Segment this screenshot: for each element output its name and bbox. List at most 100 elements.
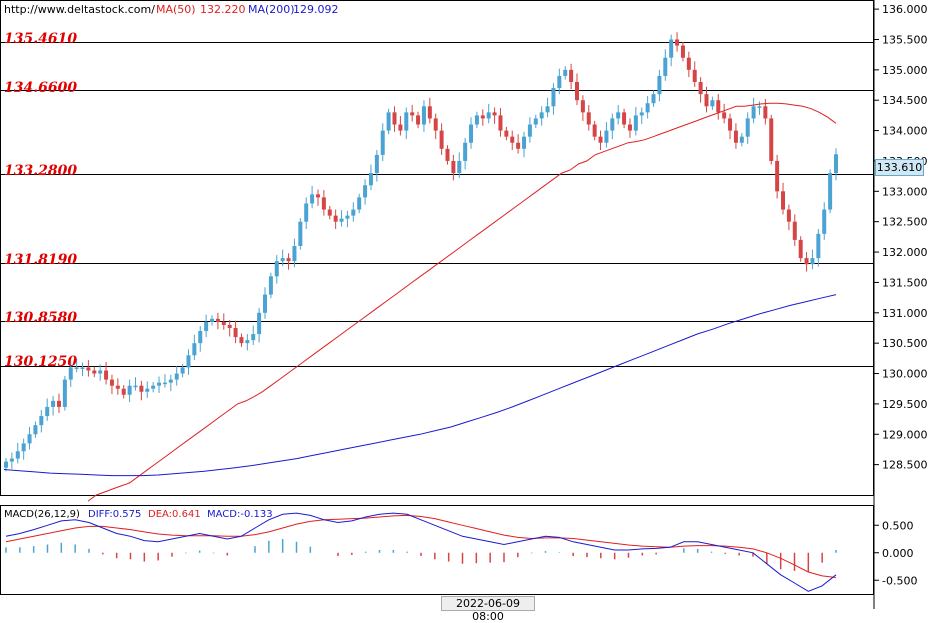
candle-body — [686, 57, 691, 70]
candle-body — [775, 160, 780, 192]
level-label: 133.2800 — [4, 163, 78, 179]
candle-body — [604, 130, 609, 143]
candle-body — [392, 112, 397, 125]
candle-body — [486, 112, 491, 119]
price-axis: 128.500 129.000 129.500 130.000 130.500 131.0… — [874, 3, 928, 472]
candle-body — [263, 294, 268, 313]
candle-body — [751, 106, 756, 119]
chart-frame — [0, 0, 875, 609]
site-url[interactable]: http://www.deltastock.com/ — [4, 3, 155, 16]
y-tick-label: 131.500 — [882, 276, 928, 289]
candle-body — [380, 130, 385, 155]
candle-body — [180, 367, 185, 374]
candle-body — [145, 388, 150, 392]
candle-body — [62, 379, 67, 407]
candle-body — [733, 130, 738, 143]
candle-body — [586, 112, 591, 125]
candle-body — [669, 39, 674, 58]
candle-body — [704, 94, 709, 107]
level-label: 130.1250 — [4, 354, 78, 370]
candle-body — [463, 142, 468, 161]
candle-body — [174, 373, 179, 380]
candle-body — [298, 221, 303, 246]
y-tick-label: 130.000 — [882, 368, 928, 381]
candle-body — [98, 370, 103, 374]
candle-body — [792, 221, 797, 240]
candle-body — [162, 382, 167, 385]
candle-body — [427, 106, 432, 119]
candle-body — [127, 385, 132, 395]
candle-body — [251, 334, 256, 341]
y-tick-label: 135.500 — [882, 33, 928, 46]
ma200-value: 129.092 — [293, 3, 339, 16]
macd-tick-label: -0.500 — [882, 574, 917, 587]
candle-body — [109, 379, 114, 386]
candle-body — [745, 118, 750, 137]
diff-line — [5, 512, 837, 592]
candle-body — [257, 312, 262, 335]
candle-body — [39, 416, 44, 426]
candle-body — [563, 69, 568, 76]
candle-body — [315, 194, 320, 198]
candle-body — [21, 443, 26, 452]
candle-body — [56, 400, 61, 407]
candle-body — [451, 160, 456, 174]
candle-body — [4, 461, 8, 468]
candle-body — [368, 173, 373, 186]
candle-body — [439, 130, 444, 149]
candle-body — [763, 106, 768, 119]
candle-body — [192, 343, 197, 356]
candle-body — [157, 382, 162, 386]
candle-body — [551, 88, 556, 107]
candle-body — [533, 118, 538, 125]
candle-body — [210, 318, 215, 322]
candle-body — [168, 379, 173, 383]
candle-body — [757, 106, 762, 108]
candle-body — [310, 194, 315, 204]
candle-body — [104, 370, 109, 380]
candle-body — [457, 160, 462, 174]
y-tick-label: 131.000 — [882, 307, 928, 320]
candle-body — [15, 451, 20, 459]
candle-body — [268, 276, 273, 295]
y-tick-label: 129.500 — [882, 398, 928, 411]
candle-body — [221, 321, 226, 325]
candle-body — [33, 425, 38, 435]
candle-body — [345, 215, 350, 219]
candle-body — [433, 118, 438, 131]
y-tick-label: 134.000 — [882, 125, 928, 138]
y-tick-label: 135.000 — [882, 64, 928, 77]
level-label: 135.4610 — [4, 31, 78, 47]
candle-body — [215, 318, 220, 322]
macd-title: MACD(26,12,9) — [4, 509, 80, 520]
candles — [4, 32, 838, 472]
candle-body — [522, 136, 527, 149]
current-price-badge: 133.610 — [875, 159, 924, 176]
candle-body — [286, 258, 291, 262]
candle-body — [616, 112, 621, 119]
macd-panel: 0.500 0.000 -0.500 — [5, 512, 917, 592]
candle-body — [663, 57, 668, 76]
candle-body — [86, 367, 91, 371]
candle-body — [722, 112, 727, 119]
candle-body — [245, 340, 250, 344]
candle-body — [445, 148, 450, 161]
candle-body — [516, 142, 521, 149]
candle-body — [321, 197, 326, 210]
candle-body — [680, 45, 685, 58]
candle-body — [651, 94, 656, 104]
candle-body — [204, 321, 209, 332]
candle-body — [469, 124, 474, 143]
candle-body — [698, 81, 703, 95]
candle-body — [557, 75, 562, 89]
candle-body — [186, 355, 191, 368]
candle-body — [133, 385, 138, 388]
candle-body — [421, 106, 426, 125]
candle-body — [510, 136, 515, 143]
candle-body — [627, 124, 632, 131]
macd-diff: DIFF:0.575 — [88, 509, 142, 520]
candle-body — [357, 197, 362, 210]
candle-body — [786, 209, 791, 222]
candle-body — [692, 69, 697, 82]
candle-body — [9, 458, 14, 462]
